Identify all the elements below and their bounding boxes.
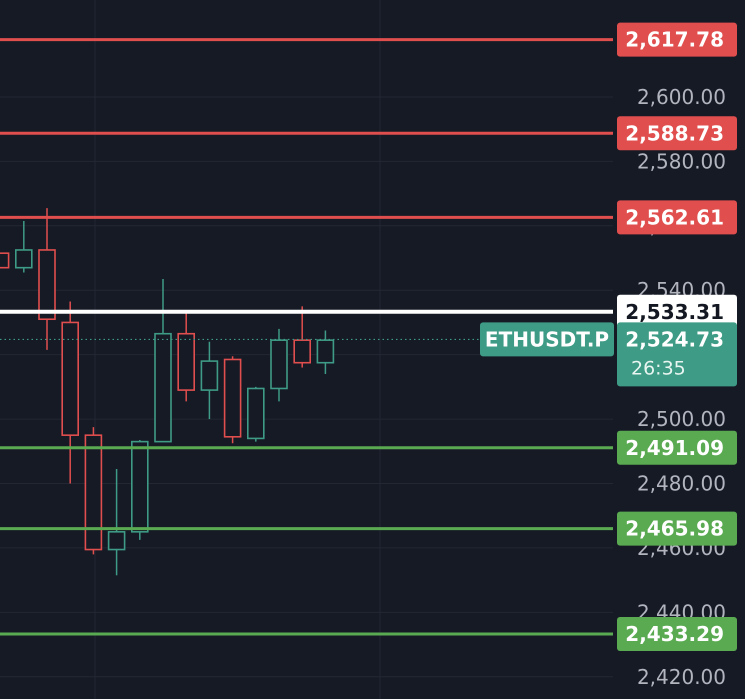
price-tag-background: [617, 616, 737, 651]
price-tag-background: [617, 116, 737, 151]
level-price-tag[interactable]: 2,465.98: [617, 511, 737, 546]
candle-bullish[interactable]: [107, 469, 126, 576]
level-price-tag[interactable]: 2,588.73: [617, 116, 737, 151]
price-tag-label: 2,491.09: [625, 436, 724, 460]
y-tick-label: 2,600.00: [637, 85, 726, 109]
candle-bullish[interactable]: [270, 328, 288, 402]
candle-bullish[interactable]: [154, 278, 172, 443]
last-price-label: 2,524.73: [625, 327, 724, 351]
candle-bearish[interactable]: [223, 356, 242, 444]
candle-bullish[interactable]: [131, 440, 149, 540]
price-tag-background: [617, 22, 737, 57]
price-tag-label: 2,465.98: [625, 517, 724, 541]
price-axis[interactable]: 2,600.002,580.002,560.002,540.002,520.00…: [637, 85, 726, 689]
level-price-tag[interactable]: 2,533.31: [617, 294, 737, 329]
candle-bearish[interactable]: [38, 208, 56, 350]
price-tags-layer: 2,617.78 2,588.73 2,562.61 2,533.31 2,491.09…: [480, 22, 737, 651]
last-price-tag[interactable]: 2,524.73 26:35: [617, 322, 737, 387]
candle-body: [84, 434, 103, 551]
candles-layer: [0, 208, 335, 576]
y-tick-label: 2,580.00: [637, 149, 726, 173]
price-tag-label: 2,533.31: [625, 300, 724, 324]
y-tick-label: 2,480.00: [637, 472, 726, 496]
candle-body: [270, 339, 288, 390]
candle-bullish[interactable]: [15, 220, 33, 273]
candle-body: [223, 358, 242, 438]
candle-body: [107, 531, 126, 551]
level-price-tag[interactable]: 2,433.29: [617, 616, 737, 651]
candle-bullish[interactable]: [316, 330, 335, 374]
candle-body: [0, 252, 10, 269]
last-price-tag-background: [617, 322, 737, 387]
price-tag-label: 2,433.29: [625, 622, 724, 646]
candle-body: [15, 249, 33, 269]
candle-bullish[interactable]: [200, 341, 219, 420]
symbol-tag-background: [480, 322, 614, 357]
price-tag-label: 2,562.61: [625, 205, 724, 229]
candle-bullish[interactable]: [247, 386, 265, 442]
candle-bearish[interactable]: [293, 306, 312, 368]
price-tag-background: [617, 200, 737, 235]
price-tag-label: 2,588.73: [625, 121, 724, 145]
price-tag-label: 2,617.78: [625, 28, 724, 52]
candle-body: [131, 440, 149, 533]
grid-layer: [0, 0, 613, 699]
candle-body: [293, 339, 312, 364]
candle-body: [38, 249, 56, 321]
candle-body: [177, 332, 195, 391]
y-tick-label: 2,500.00: [637, 407, 726, 431]
level-price-tag[interactable]: 2,491.09: [617, 430, 737, 465]
symbol-label: ETHUSDT.P: [485, 327, 609, 351]
candle-body: [247, 387, 265, 440]
price-tag-background: [617, 294, 737, 329]
candle-bearish[interactable]: [61, 301, 80, 484]
candle-bearish[interactable]: [177, 311, 195, 402]
level-lines-layer: [0, 38, 613, 636]
price-tag-background: [617, 511, 737, 546]
candle-body: [316, 339, 335, 364]
candle-countdown-label: 26:35: [631, 357, 686, 379]
candle-body: [200, 360, 219, 391]
level-price-tag[interactable]: 2,617.78: [617, 22, 737, 57]
candle-bearish[interactable]: [84, 427, 103, 555]
symbol-tag[interactable]: ETHUSDT.P: [480, 322, 614, 357]
y-tick-label: 2,420.00: [637, 665, 726, 689]
candle-body: [154, 332, 172, 443]
candle-bearish[interactable]: [0, 252, 10, 269]
candle-body: [61, 321, 80, 436]
price-tag-background: [617, 430, 737, 465]
level-price-tag[interactable]: 2,562.61: [617, 200, 737, 235]
